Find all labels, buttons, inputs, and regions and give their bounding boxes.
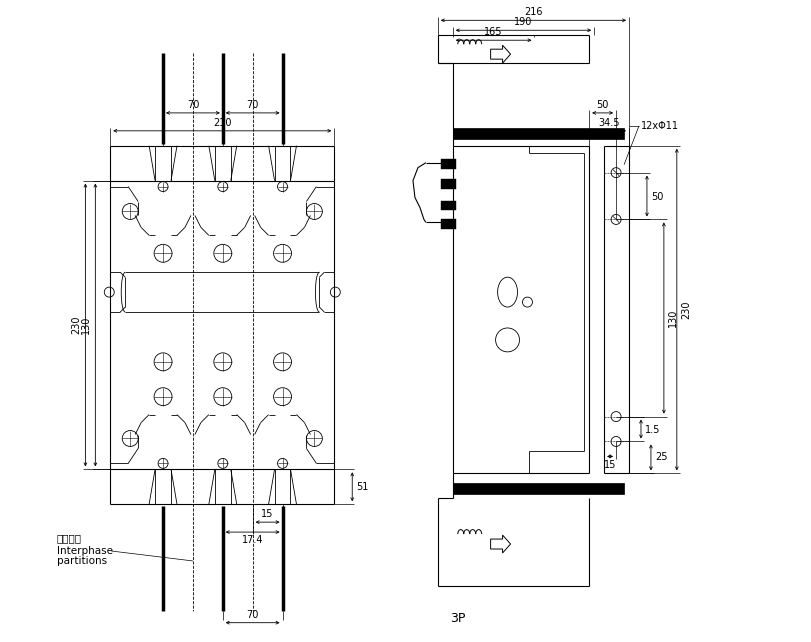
Text: 3P: 3P [450, 612, 466, 625]
Bar [441, 220, 456, 229]
Text: 25: 25 [655, 453, 667, 462]
Bar [453, 483, 624, 494]
Bar [441, 159, 456, 169]
Text: 34.5: 34.5 [599, 118, 620, 128]
Text: 70: 70 [187, 100, 200, 110]
Bar [453, 128, 624, 139]
Text: 70: 70 [247, 610, 259, 620]
Text: 15: 15 [604, 460, 616, 471]
Text: 70: 70 [247, 100, 259, 110]
Text: 15: 15 [261, 509, 274, 519]
Text: 216: 216 [524, 7, 543, 17]
Text: 130: 130 [668, 309, 678, 327]
Text: Interphase: Interphase [57, 546, 113, 556]
Text: 230: 230 [71, 316, 81, 334]
Text: 130: 130 [81, 316, 92, 334]
Text: 12xΦ11: 12xΦ11 [641, 121, 679, 131]
Text: 230: 230 [680, 301, 691, 319]
Text: 相间隔板: 相间隔板 [57, 533, 82, 543]
Text: 51: 51 [356, 482, 368, 492]
Bar [441, 200, 456, 211]
Text: 165: 165 [484, 27, 503, 37]
Text: 190: 190 [514, 17, 533, 27]
Bar [441, 178, 456, 189]
Text: 1.5: 1.5 [645, 424, 660, 435]
Text: 17.4: 17.4 [242, 535, 264, 545]
Text: 50: 50 [651, 191, 663, 202]
Text: 50: 50 [596, 100, 608, 110]
Text: partitions: partitions [57, 556, 106, 566]
Text: 210: 210 [213, 118, 232, 128]
